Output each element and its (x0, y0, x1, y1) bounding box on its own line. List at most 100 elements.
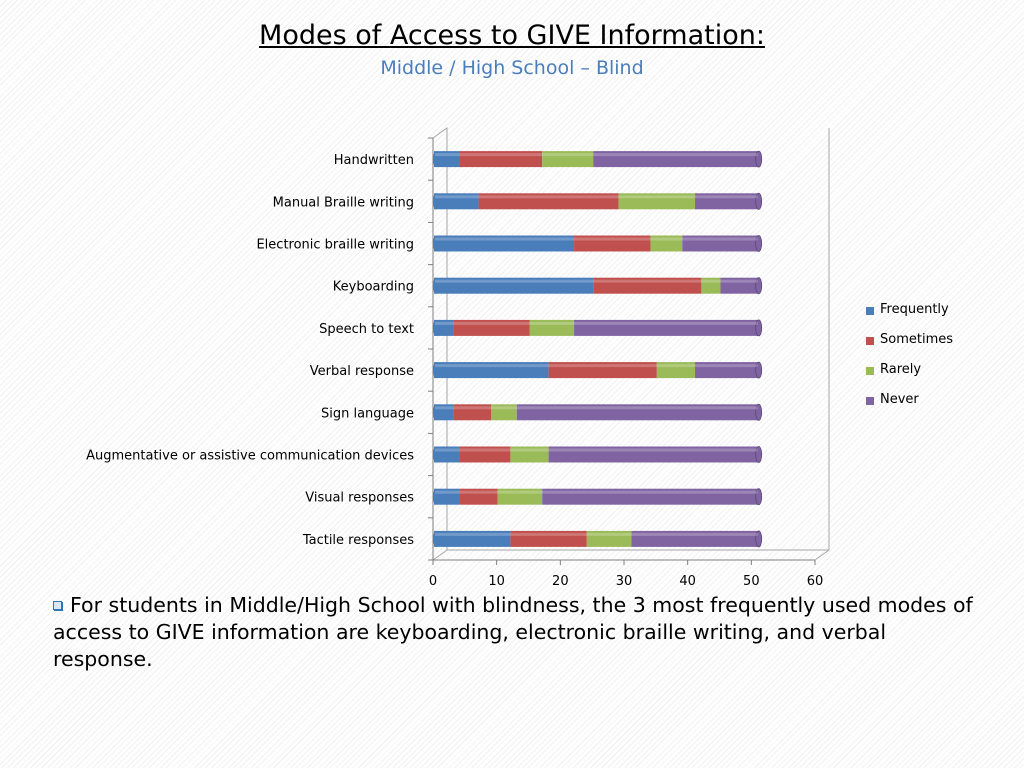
summary-note-text: For students in Middle/High School with … (53, 593, 973, 671)
bar-segment (434, 151, 460, 168)
bar-segment (695, 193, 759, 210)
bar-segment (656, 362, 696, 379)
bar-segment (459, 488, 498, 505)
bar-segment (434, 235, 575, 252)
bar-segment (586, 530, 632, 547)
bar-segment (453, 319, 530, 336)
bar-segment (618, 193, 696, 210)
bar-segment (542, 151, 594, 168)
category-label: Keyboarding (333, 280, 414, 295)
bar-end-cap (755, 403, 763, 421)
bar-highlight (435, 406, 758, 410)
bar-segment (434, 362, 549, 379)
x-tick-label: 30 (616, 574, 633, 589)
bar-segment (631, 530, 759, 547)
summary-note: For students in Middle/High School with … (53, 592, 983, 673)
chart-title: Modes of Access to GIVE Information: (259, 20, 765, 51)
bar-end-cap (755, 446, 763, 463)
legend-swatch (866, 367, 874, 375)
category-label: Speech to text (319, 322, 414, 337)
bar-start-cap (433, 277, 439, 294)
legend-item: Sometimes (866, 332, 1016, 362)
bar-segment (434, 193, 479, 210)
x-tick-label: 20 (552, 574, 569, 589)
bar-highlight (435, 364, 758, 368)
bar-segment (497, 488, 543, 505)
bar-segment (720, 277, 759, 294)
bar-segment (510, 530, 587, 547)
bar-end-cap (755, 235, 763, 252)
legend-item: Rarely (866, 362, 1016, 392)
bar-highlight (435, 237, 758, 241)
legend-label: Never (880, 392, 919, 407)
bar-segment (701, 277, 721, 294)
legend-swatch (866, 397, 874, 405)
chart-floor-edges (432, 549, 830, 561)
chart-legend: Frequently Sometimes Rarely Never (866, 302, 1016, 422)
category-label: Tactile responses (302, 533, 414, 548)
bar-highlight (435, 153, 758, 157)
bar-end-cap (755, 277, 763, 295)
bar-segment (453, 404, 492, 421)
bar-segment (459, 151, 543, 168)
bar-highlight (435, 195, 758, 199)
bar-segment (695, 362, 759, 379)
legend-swatch (866, 337, 874, 345)
chart-subtitle: Middle / High School – Blind (380, 57, 644, 79)
bar-segment (491, 404, 517, 421)
x-tick-label: 0 (429, 574, 437, 589)
bar-end-cap (755, 319, 763, 337)
legend-label: Rarely (880, 362, 922, 377)
bar-segment (434, 319, 454, 336)
bar-start-cap (433, 404, 439, 421)
stacked-bar-chart: 0 10 20 30 40 50 60 Handwritten Manual Braille w… (86, 127, 830, 589)
x-tick-label: 40 (679, 574, 696, 589)
bar-end-cap (755, 150, 763, 168)
legend-item: Never (866, 392, 1016, 422)
bar-highlight (435, 279, 758, 283)
category-label: Electronic braille writing (256, 238, 414, 253)
category-label: Visual responses (305, 491, 414, 506)
bar-segment (650, 235, 683, 252)
category-label: Verbal response (310, 364, 414, 379)
chart-back-wall (432, 127, 830, 551)
category-label: Augmentative or assistive communication … (86, 449, 414, 464)
category-label: Handwritten (334, 153, 414, 168)
bar-segment (434, 446, 460, 463)
legend-label: Frequently (880, 302, 949, 317)
bar-segment (510, 446, 549, 463)
x-tick-label: 10 (488, 574, 505, 589)
bar-start-cap (433, 488, 439, 505)
bar-segment (593, 151, 759, 168)
bar-start-cap (433, 235, 439, 252)
bar-highlight (435, 490, 758, 494)
bar-start-cap (433, 362, 439, 379)
x-tick-label: 60 (807, 574, 824, 589)
category-label: Sign language (321, 406, 414, 421)
bar-start-cap (433, 193, 439, 210)
legend-label: Sometimes (880, 332, 954, 347)
bar-highlight (435, 448, 758, 452)
bar-start-cap (433, 319, 439, 336)
bar-segment (529, 319, 575, 336)
bar-start-cap (433, 151, 439, 168)
bar-segment (548, 362, 657, 379)
bar-segment (434, 404, 454, 421)
bar-highlight (435, 321, 758, 325)
bar-segment (574, 235, 651, 252)
bar-segment (478, 193, 619, 210)
bar-start-cap (433, 530, 439, 547)
bar-end-cap (755, 192, 763, 210)
legend-item: Frequently (866, 302, 1016, 332)
bar-segment (434, 488, 460, 505)
x-tick-label: 50 (743, 574, 760, 589)
bar-segment (593, 277, 702, 294)
bar-end-cap (755, 530, 763, 548)
legend-swatch (866, 307, 874, 315)
bar-segment (548, 446, 759, 463)
bar-end-cap (755, 361, 763, 379)
hollow-square-bullet-icon (53, 601, 62, 610)
category-label: Manual Braille writing (273, 195, 414, 210)
bar-end-cap (755, 488, 763, 506)
bar-segment (516, 404, 759, 421)
